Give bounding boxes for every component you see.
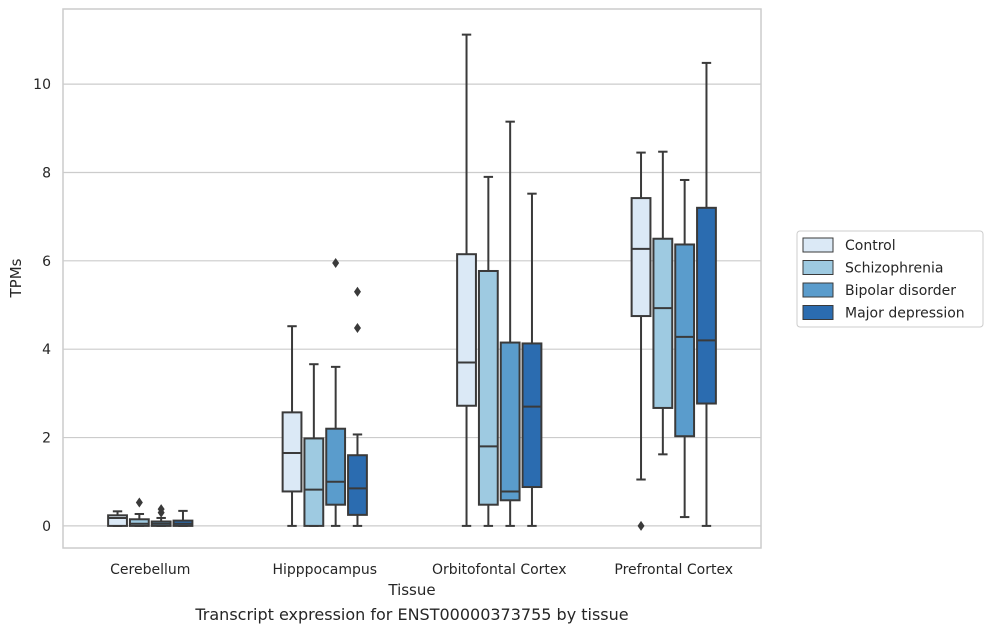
y-tick-label: 10 <box>33 77 51 93</box>
x-tick-labels: Cerebellum Hipppocampus Orbitofontal Corte… <box>110 562 733 578</box>
y-tick-label: 2 <box>42 431 51 447</box>
y-tick-label: 6 <box>42 254 51 270</box>
iqr-box <box>107 514 128 527</box>
x-tick-label: Hipppocampus <box>272 562 377 578</box>
legend-frame <box>796 230 984 328</box>
y-tick-label: 0 <box>42 519 51 535</box>
y-tick-label: 4 <box>42 342 51 358</box>
box-4-series-3 <box>674 178 696 519</box>
legend-label: Schizophrenia <box>845 261 943 277</box>
iqr-box <box>499 341 521 502</box>
iqr-box <box>128 518 150 527</box>
x-tick-label: Cerebellum <box>110 562 190 578</box>
box-3-series-1 <box>456 33 477 527</box>
iqr-box <box>652 237 674 409</box>
x-tick-label: Prefrontal Cortex <box>614 562 733 578</box>
legend-swatch <box>802 260 834 275</box>
box-3-series-3 <box>499 120 521 527</box>
iqr-box <box>674 243 696 438</box>
y-tick-label: 8 <box>42 165 51 181</box>
legend-label: Major depression <box>845 306 965 322</box>
boxes <box>107 33 717 531</box>
legend-label: Control <box>845 238 896 254</box>
y-tick-labels: 0 2 4 6 8 10 <box>33 77 51 535</box>
legend: Control Schizophrenia Bipolar disorder Majo… <box>796 230 984 328</box>
figure-caption: Transcript expression for ENST0000037375… <box>195 605 629 624</box>
iqr-box <box>303 437 325 527</box>
iqr-box <box>281 411 303 493</box>
iqr-box <box>630 197 652 318</box>
box-4-series-2 <box>652 150 674 456</box>
gridlines <box>63 83 761 527</box>
iqr-box <box>347 454 368 516</box>
box-1-series-1 <box>107 510 128 527</box>
box-2-series-3 <box>325 258 347 527</box>
box-2-series-1 <box>281 325 303 527</box>
legend-swatch <box>802 282 834 298</box>
x-tick-label: Orbitofontal Cortex <box>432 562 567 578</box>
legend-swatch <box>802 305 834 320</box>
legend-swatch <box>802 237 834 253</box>
box-1-series-2 <box>128 497 150 527</box>
outlier-point <box>637 520 645 531</box>
box-1-series-4 <box>172 509 194 527</box>
iqr-box <box>521 342 543 489</box>
outlier-point <box>332 258 340 269</box>
plot-frame <box>62 8 762 549</box>
outlier-point <box>157 504 165 515</box>
legend-label: Bipolar disorder <box>845 283 956 299</box>
x-axis-label: Tissue <box>387 581 435 599</box>
box-3-series-4 <box>521 192 543 527</box>
iqr-box <box>325 427 347 506</box>
outlier-point <box>135 497 143 508</box>
box-4-series-4 <box>696 61 717 527</box>
iqr-box <box>456 253 477 407</box>
box-2-series-4 <box>347 286 368 527</box>
y-axis-label: TPMs <box>7 258 25 298</box>
box-3-series-2 <box>477 175 499 527</box>
iqr-box <box>696 206 717 405</box>
box-4-series-1 <box>630 151 652 531</box>
iqr-box <box>477 269 499 506</box>
outlier-point <box>353 286 361 297</box>
box-1-series-3 <box>150 504 172 527</box>
box-2-series-2 <box>303 363 325 527</box>
outlier-point <box>353 322 361 333</box>
